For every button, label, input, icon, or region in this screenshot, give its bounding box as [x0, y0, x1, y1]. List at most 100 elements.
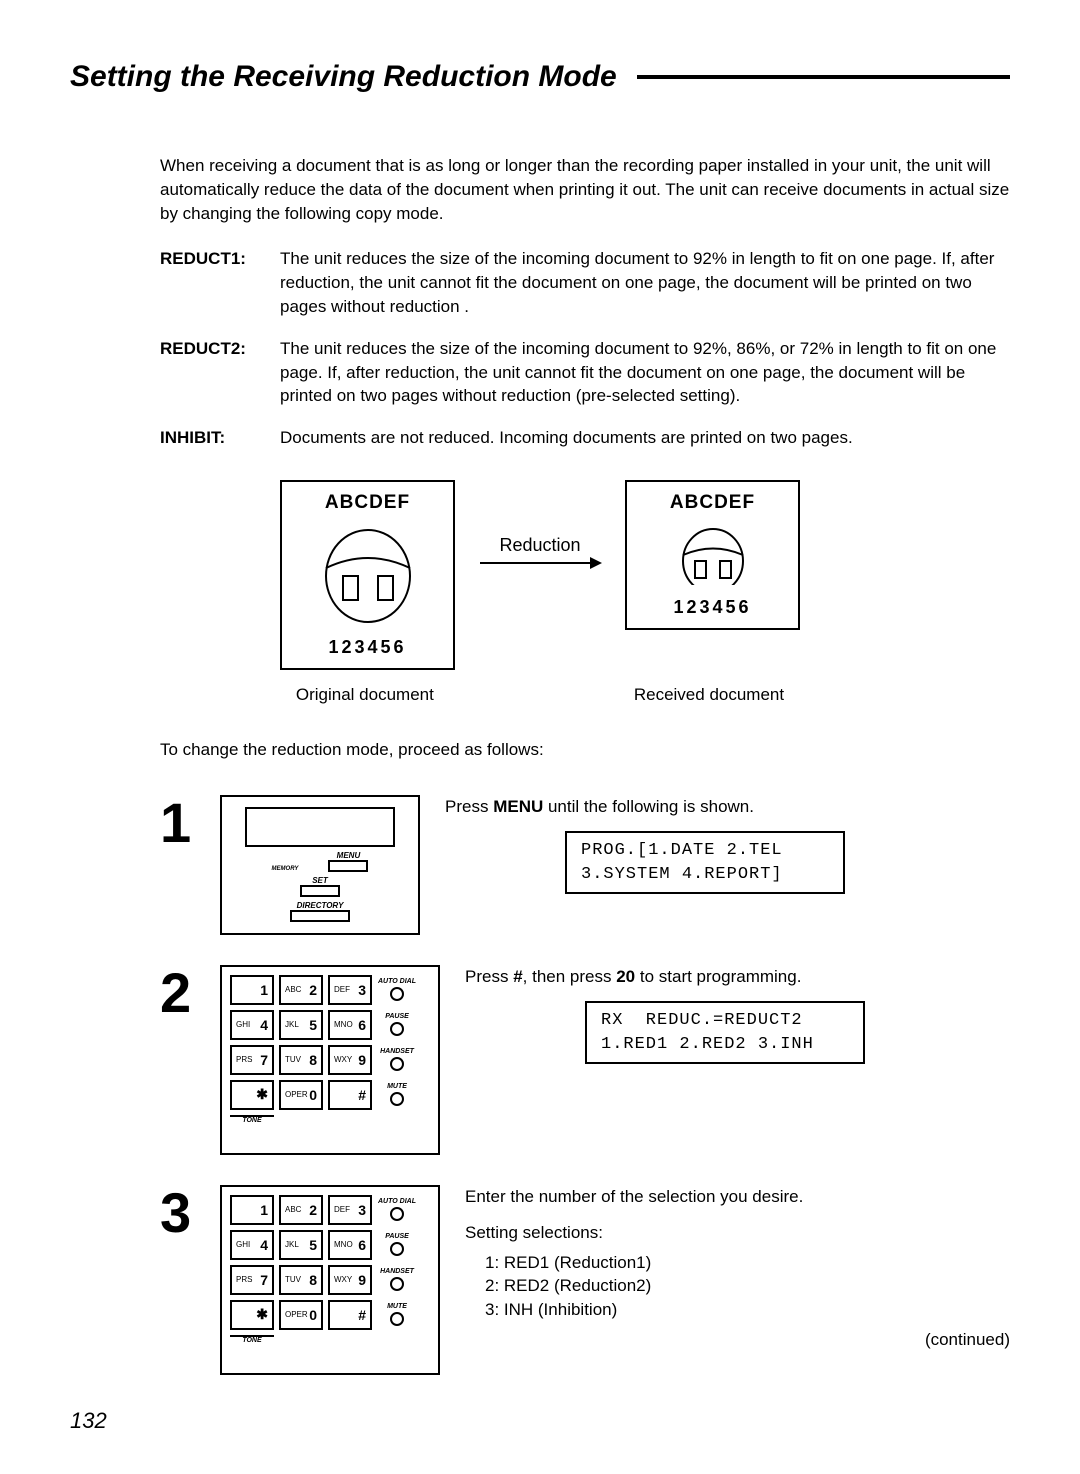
memory-label: MEMORY [272, 866, 299, 872]
definition-reduct2: REDUCT2: The unit reduces the size of th… [160, 337, 1010, 408]
keypad-key: JKL5 [279, 1230, 323, 1260]
keypad-key: # [328, 1300, 372, 1330]
keypad-key: 1 [230, 1195, 274, 1225]
step-1: 1 MEMORY MENU SET DIRECTORY Press MENU u… [160, 795, 1010, 935]
received-document-box: ABCDEF 123456 [625, 480, 800, 630]
doc-numbers: 123456 [673, 597, 751, 618]
step-2: 2 1ABC2DEF3AUTO DIAL GHI4JKL5MNO6PAUSE PRS… [160, 965, 1010, 1155]
txt: until the following is shown. [543, 797, 754, 816]
original-document-box: ABCDEF 123456 [280, 480, 455, 670]
setting-option: 2: RED2 (Reduction2) [485, 1274, 1010, 1298]
keypad-key: PRS7 [230, 1265, 274, 1295]
intro-paragraph: When receiving a document that is as lon… [160, 154, 1010, 225]
settings-list: 1: RED1 (Reduction1) 2: RED2 (Reduction2… [485, 1251, 1010, 1322]
title-row: Setting the Receiving Reduction Mode [70, 60, 1010, 94]
settings-title: Setting selections: [465, 1221, 1010, 1245]
keypad-key: ✱ [230, 1300, 274, 1330]
keypad-side-label: AUTO DIAL [377, 975, 417, 1005]
keypad-side-label: HANDSET [377, 1045, 417, 1075]
step-number: 3 [160, 1185, 220, 1241]
setting-option: 1: RED1 (Reduction1) [485, 1251, 1010, 1275]
step-3-text: Enter the number of the selection you de… [465, 1185, 1010, 1352]
reduction-diagram: ABCDEF 123456 Reduction ABCDEF 123456 [70, 480, 1010, 670]
keypad-side-label: AUTO DIAL [377, 1195, 417, 1225]
twenty-bold: 20 [616, 967, 635, 986]
menu-bold: MENU [493, 797, 543, 816]
keypad-key: GHI4 [230, 1010, 274, 1040]
keypad-side-label: PAUSE [377, 1010, 417, 1040]
doc-letters: ABCDEF [670, 492, 755, 514]
keypad-illustration: 1ABC2DEF3AUTO DIALGHI4JKL5MNO6PAUSEPRS7T… [220, 1185, 440, 1375]
step-number: 1 [160, 795, 220, 851]
lcd-display-2: RX REDUC.=REDUCT2 1.RED1 2.RED2 3.INH [585, 1001, 865, 1065]
keypad-key: TUV8 [279, 1045, 323, 1075]
step-2-text: Press #, then press 20 to start programm… [465, 965, 1010, 1064]
hash-bold: # [513, 967, 522, 986]
keypad-key: DEF3 [328, 1195, 372, 1225]
keypad-key: ✱ [230, 1080, 274, 1110]
setting-option: 3: INH (Inhibition) [485, 1298, 1010, 1322]
keypad-illustration: 1ABC2DEF3AUTO DIALGHI4JKL5MNO6PAUSEPRS7T… [220, 965, 440, 1155]
keypad-key: OPER0 [279, 1300, 323, 1330]
keypad-key: # [328, 1080, 372, 1110]
def-term: INHIBIT: [160, 426, 280, 450]
page-number: 132 [70, 1408, 107, 1434]
keypad-side-label: MUTE [377, 1300, 417, 1330]
face-icon [677, 526, 749, 585]
def-term: REDUCT1: [160, 247, 280, 318]
menu-panel-illustration: MEMORY MENU SET DIRECTORY [220, 795, 420, 935]
proceed-text: To change the reduction mode, proceed as… [160, 740, 1010, 760]
txt: , then press [523, 967, 617, 986]
def-term: REDUCT2: [160, 337, 280, 408]
page-title: Setting the Receiving Reduction Mode [70, 60, 617, 94]
caption-received: Received document [634, 685, 784, 705]
title-rule [637, 75, 1010, 79]
keypad-key: TUV8 [279, 1265, 323, 1295]
keypad-key: MNO6 [328, 1010, 372, 1040]
keypad-key: GHI4 [230, 1230, 274, 1260]
caption-original: Original document [296, 685, 434, 705]
keypad-side-label: HANDSET [377, 1265, 417, 1295]
set-button-icon [300, 885, 340, 897]
txt: Press [445, 797, 493, 816]
arrow-label: Reduction [499, 535, 580, 556]
keypad-key: DEF3 [328, 975, 372, 1005]
step-3: 3 1ABC2DEF3AUTO DIAL GHI4JKL5MNO6PAUSE PRS… [160, 1185, 1010, 1375]
continued-text: (continued) [465, 1328, 1010, 1352]
keypad-side-label: PAUSE [377, 1230, 417, 1260]
doc-letters: ABCDEF [325, 492, 410, 514]
lcd-display-1: PROG.[1.DATE 2.TEL 3.SYSTEM 4.REPORT] [565, 831, 845, 895]
keypad-key: PRS7 [230, 1045, 274, 1075]
tone-label: TONE [230, 1115, 274, 1145]
face-icon [318, 526, 418, 625]
directory-button-icon [290, 910, 350, 922]
def-desc: The unit reduces the size of the incomin… [280, 247, 1010, 318]
step-3-instruction: Enter the number of the selection you de… [465, 1185, 1010, 1209]
keypad-key: JKL5 [279, 1010, 323, 1040]
menu-label: MENU [328, 851, 368, 860]
diagram-captions: Original document Received document [70, 685, 1010, 705]
set-label: SET [300, 876, 340, 885]
txt: Press [465, 967, 513, 986]
step-1-text: Press MENU until the following is shown.… [445, 795, 1010, 894]
keypad-key: WXY9 [328, 1045, 372, 1075]
menu-button-icon [328, 860, 368, 872]
keypad-key: 1 [230, 975, 274, 1005]
keypad-key: OPER0 [279, 1080, 323, 1110]
directory-label: DIRECTORY [290, 901, 350, 910]
keypad-key: MNO6 [328, 1230, 372, 1260]
step-number: 2 [160, 965, 220, 1021]
txt: to start programming. [635, 967, 801, 986]
keypad-side-label: MUTE [377, 1080, 417, 1110]
arrow-icon [480, 562, 600, 564]
def-desc: The unit reduces the size of the incomin… [280, 337, 1010, 408]
keypad-key: ABC2 [279, 975, 323, 1005]
tone-label: TONE [230, 1335, 274, 1365]
doc-numbers: 123456 [328, 637, 406, 658]
def-desc: Documents are not reduced. Incoming docu… [280, 426, 1010, 450]
definition-inhibit: INHIBIT: Documents are not reduced. Inco… [160, 426, 1010, 450]
definition-reduct1: REDUCT1: The unit reduces the size of th… [160, 247, 1010, 318]
keypad-key: ABC2 [279, 1195, 323, 1225]
lcd-screen-icon [245, 807, 395, 847]
keypad-key: WXY9 [328, 1265, 372, 1295]
